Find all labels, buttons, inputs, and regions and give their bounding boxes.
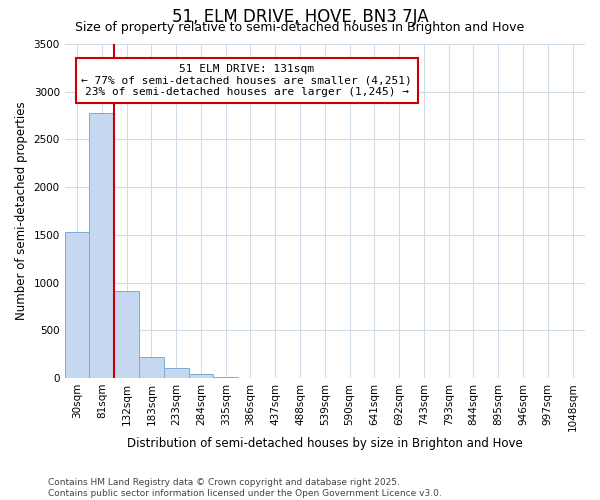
Text: Size of property relative to semi-detached houses in Brighton and Hove: Size of property relative to semi-detach… [76, 21, 524, 34]
Y-axis label: Number of semi-detached properties: Number of semi-detached properties [15, 102, 28, 320]
X-axis label: Distribution of semi-detached houses by size in Brighton and Hove: Distribution of semi-detached houses by … [127, 437, 523, 450]
Bar [89, 112, 114, 378]
Text: 51, ELM DRIVE, HOVE, BN3 7JA: 51, ELM DRIVE, HOVE, BN3 7JA [172, 8, 428, 26]
Bar [188, 374, 214, 378]
Text: Contains HM Land Registry data © Crown copyright and database right 2025.
Contai: Contains HM Land Registry data © Crown c… [48, 478, 442, 498]
Bar [65, 232, 89, 378]
Bar [164, 368, 188, 378]
Bar [139, 358, 164, 378]
Text: 51 ELM DRIVE: 131sqm
← 77% of semi-detached houses are smaller (4,251)
23% of se: 51 ELM DRIVE: 131sqm ← 77% of semi-detac… [82, 64, 412, 97]
Bar [114, 291, 139, 378]
